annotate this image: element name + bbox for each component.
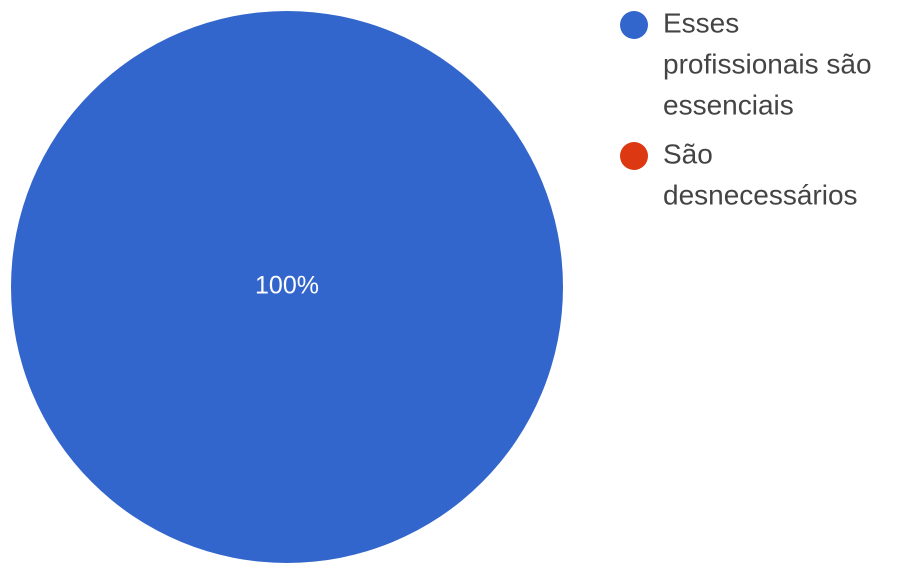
pie-area: 100%: [11, 11, 563, 563]
legend-marker: [620, 11, 648, 39]
legend-marker: [620, 142, 648, 170]
legend-label: desnecessários: [663, 179, 858, 210]
legend-label: profissionais são: [663, 48, 872, 79]
pie-slice: [11, 11, 563, 563]
legend-label: Esses: [663, 7, 739, 38]
slice-data-label: 100%: [255, 272, 319, 300]
legend-item: São desnecessários: [620, 138, 858, 210]
legend-item: Esses profissionais são essenciais: [620, 7, 872, 120]
legend-label: São: [663, 138, 713, 169]
legend: Esses profissionais são essenciais São desne…: [620, 7, 872, 210]
legend-label: essenciais: [663, 89, 794, 120]
